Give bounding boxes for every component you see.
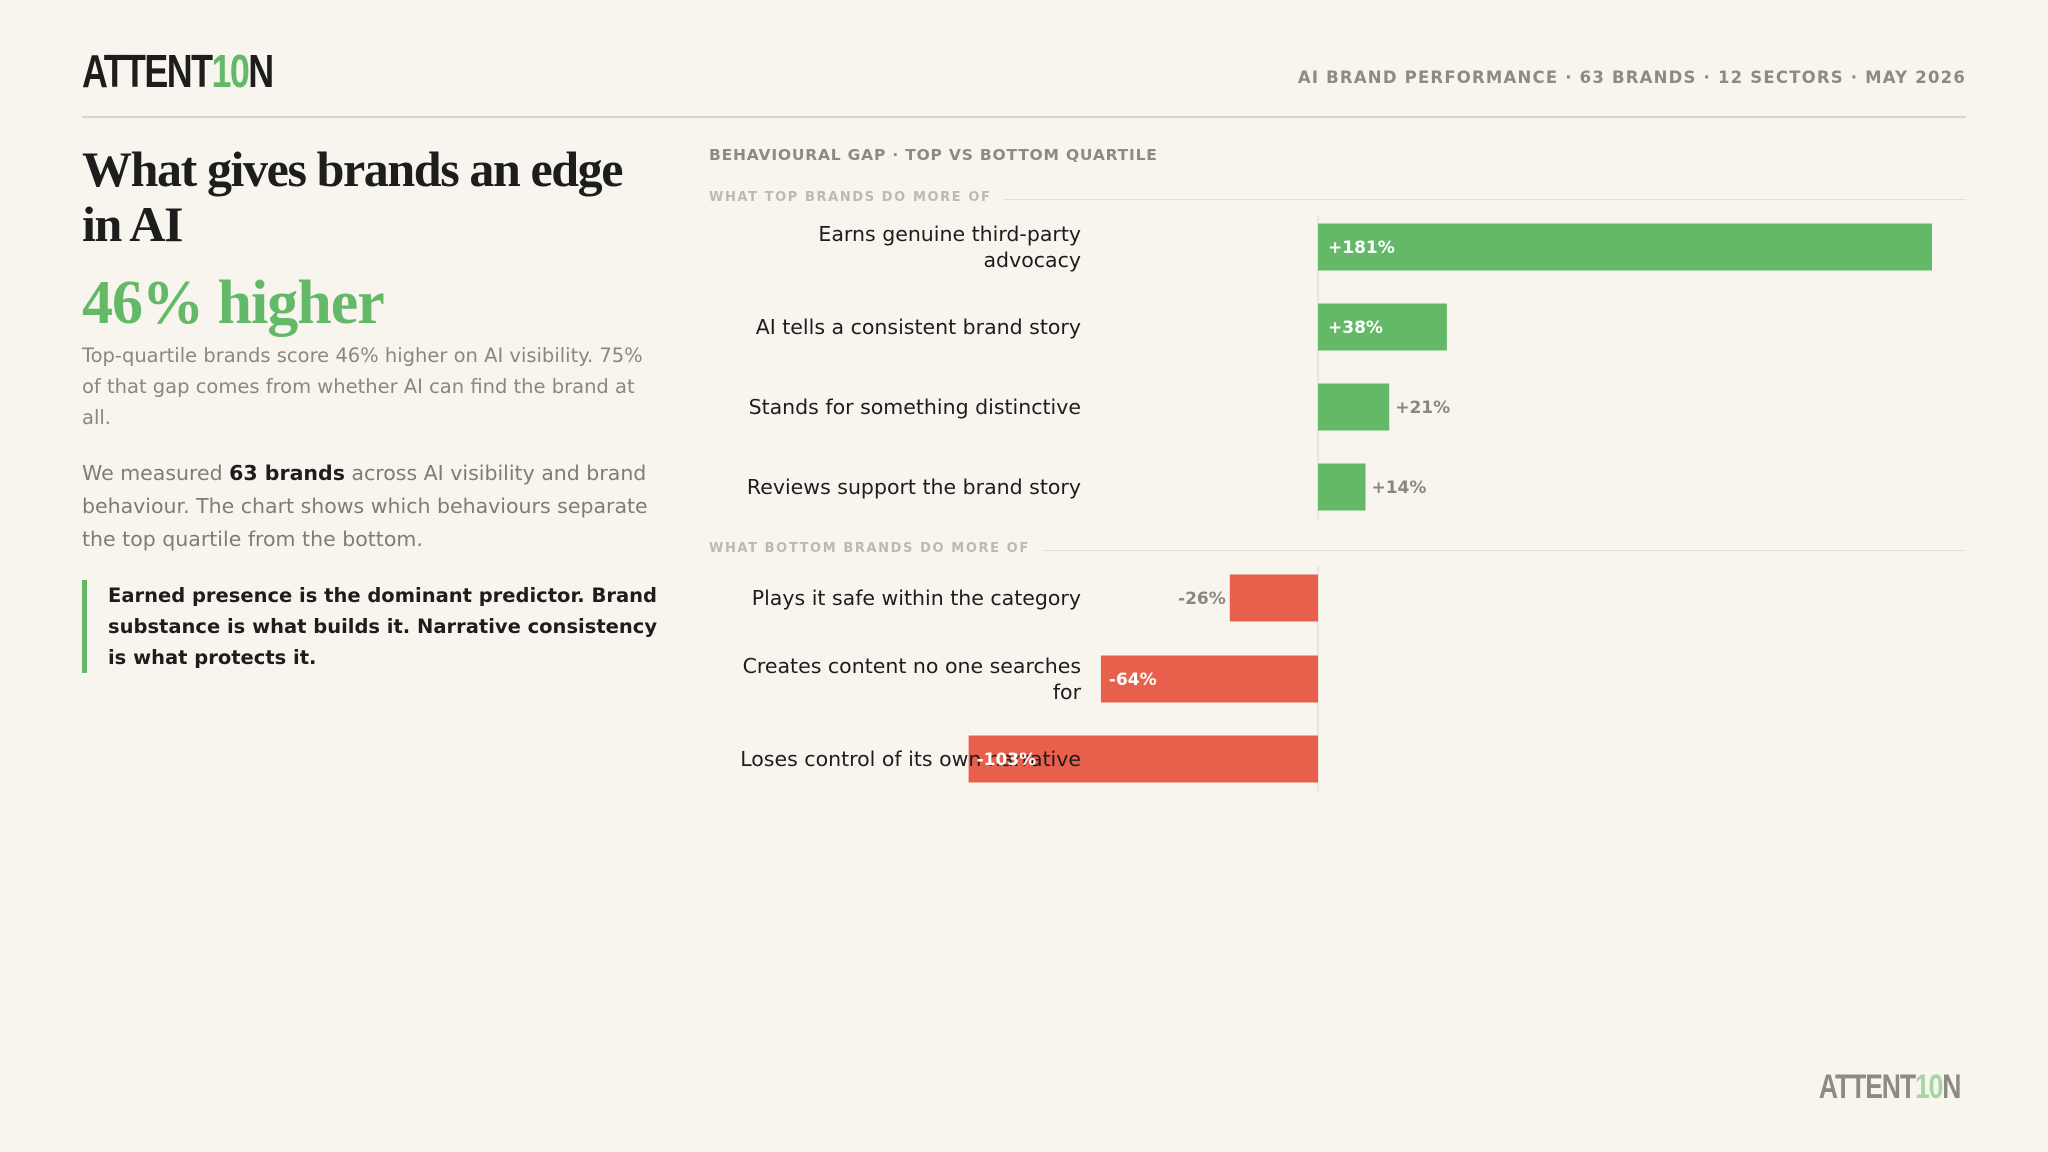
body-paragraph: We measured 63 brands across AI visibili…: [82, 461, 648, 551]
value-label: -26%: [1178, 589, 1226, 609]
section-divider-bottom: [709, 550, 1966, 551]
value-label: -64%: [1109, 670, 1157, 690]
page-title: What gives brands an edge in AI: [82, 141, 623, 252]
bar: [1318, 303, 1447, 351]
chart-title: BEHAVIOURAL GAP · TOP VS BOTTOM QUARTILE: [709, 146, 1158, 164]
left-column: What gives brands an edge in AI 46% high…: [82, 142, 662, 673]
footer-logo: ATTENT10N: [1818, 1068, 1962, 1106]
category-label: AI tells a consistent brand story: [756, 315, 1081, 339]
bar: [1318, 383, 1390, 431]
headline-stat: 46% higher: [82, 269, 385, 337]
header-meta: AI BRAND PERFORMANCE · 63 BRANDS · 12 SE…: [1297, 68, 1966, 87]
section-label-top: WHAT TOP BRANDS DO MORE OF: [709, 190, 1004, 205]
bar: [1100, 655, 1318, 703]
header-divider: [82, 116, 1966, 118]
brand-logo: ATTENT10N: [82, 45, 274, 97]
callout-quote: Earned presence is the dominant predicto…: [82, 580, 662, 673]
category-label: Plays it safe within the category: [752, 586, 1081, 610]
brand-count: 63 brands: [229, 461, 345, 485]
category-label: Earns genuine third-party advocacy: [818, 222, 1081, 272]
section-divider-top: [709, 199, 1966, 200]
section-label-bottom: WHAT BOTTOM BRANDS DO MORE OF: [709, 541, 1042, 556]
bar: [1318, 463, 1366, 511]
bar: [1318, 223, 1932, 271]
category-label: Reviews support the brand story: [747, 475, 1081, 499]
value-label: +38%: [1328, 318, 1383, 338]
stat-description: Top-quartile brands score 46% higher on …: [82, 344, 643, 429]
category-label: Stands for something distinctive: [749, 395, 1081, 419]
value-label: +21%: [1395, 398, 1450, 418]
category-label: Creates content no one searches for: [743, 654, 1082, 704]
bar: [1229, 574, 1318, 622]
bar: [968, 735, 1318, 783]
value-label: -103%: [977, 750, 1037, 770]
value-label: +14%: [1371, 478, 1426, 498]
value-label: +181%: [1328, 238, 1395, 258]
category-label: Loses control of its own narrative: [740, 747, 1081, 771]
